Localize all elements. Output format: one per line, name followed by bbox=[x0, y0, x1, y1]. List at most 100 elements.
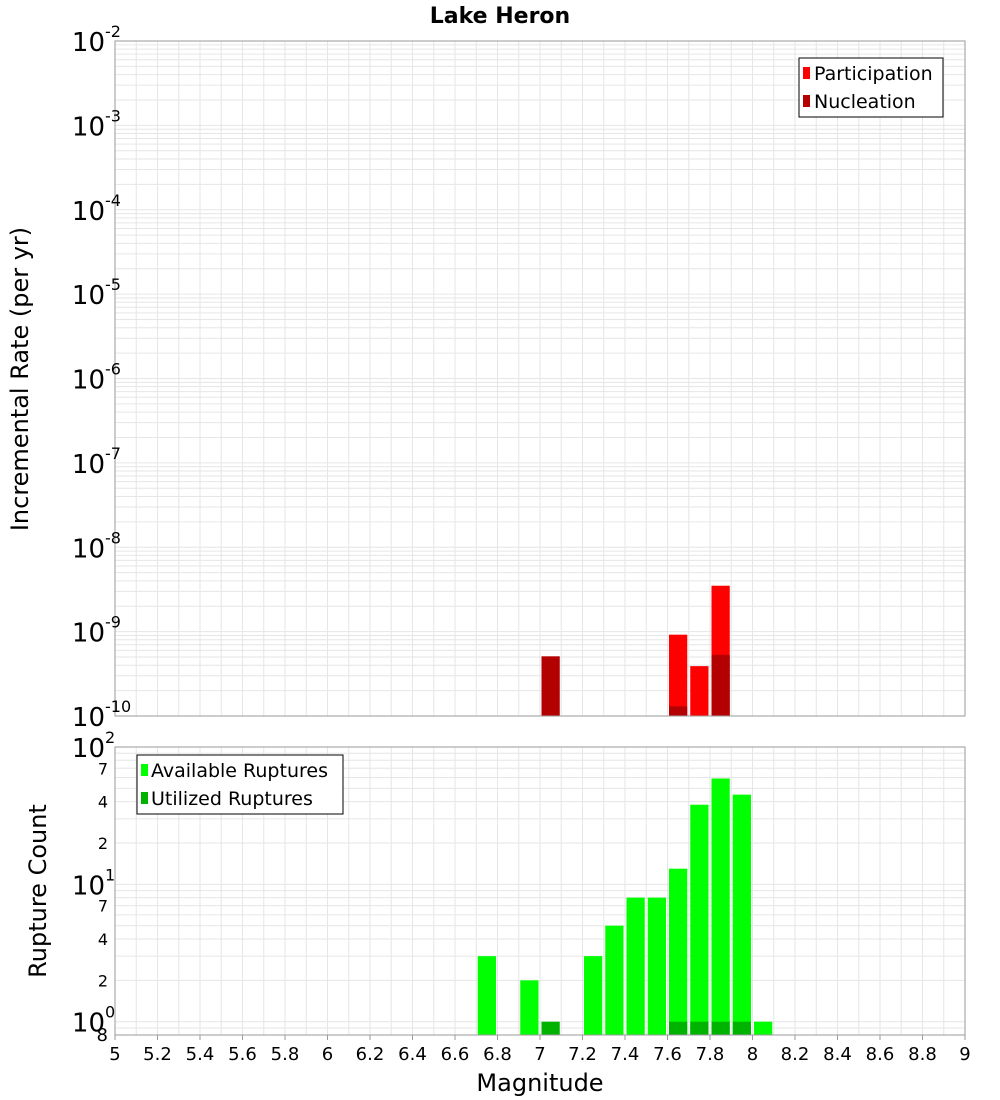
svg-text:0: 0 bbox=[105, 1003, 115, 1022]
x-tick-label: 7.4 bbox=[611, 1044, 640, 1065]
bottom-bar-available-ruptures bbox=[605, 925, 624, 1035]
svg-text:-9: -9 bbox=[105, 613, 121, 632]
x-tick-label: 6.6 bbox=[441, 1044, 470, 1065]
y-tick-label: 10 -8 bbox=[72, 528, 121, 564]
top-legend: Participation Nucleation bbox=[798, 57, 944, 118]
bottom-bar-utilized-ruptures bbox=[690, 1021, 709, 1035]
top-bar-nucleation bbox=[669, 706, 688, 716]
legend-nucleation-swatch bbox=[803, 95, 810, 107]
svg-text:10: 10 bbox=[72, 871, 105, 901]
chart-title: Lake Heron bbox=[430, 4, 570, 29]
svg-text:-7: -7 bbox=[105, 444, 121, 463]
top-bar-participation bbox=[690, 666, 709, 716]
x-tick-label: 7 bbox=[534, 1044, 545, 1065]
y-tick-label: 10 0 bbox=[72, 1003, 115, 1039]
y-tick-label: 10 1 bbox=[72, 865, 115, 901]
top-bar-participation bbox=[669, 634, 688, 716]
bottom-bar-utilized-ruptures bbox=[541, 1021, 560, 1035]
svg-text:-8: -8 bbox=[105, 528, 121, 547]
y-tick-label: 10 -2 bbox=[72, 22, 121, 58]
bottom-bar-available-ruptures bbox=[477, 956, 496, 1035]
y-minor-tick-label: 2 bbox=[98, 834, 108, 853]
y-tick-label: 10 -6 bbox=[72, 360, 121, 396]
x-tick-label: 7.2 bbox=[568, 1044, 597, 1065]
svg-text:10: 10 bbox=[72, 28, 105, 58]
legend-available-swatch bbox=[141, 764, 148, 776]
svg-text:10: 10 bbox=[72, 534, 105, 564]
x-tick-label: 5.4 bbox=[186, 1044, 215, 1065]
bottom-bar-available-ruptures bbox=[647, 897, 666, 1035]
svg-text:10: 10 bbox=[72, 1009, 105, 1039]
top-plot-area bbox=[114, 40, 966, 717]
top-bar-nucleation bbox=[541, 656, 560, 716]
bottom-bar-available-ruptures bbox=[584, 956, 603, 1035]
y-minor-tick-label: 7 bbox=[98, 897, 108, 916]
svg-text:10: 10 bbox=[72, 197, 105, 227]
y-minor-tick-label: 2 bbox=[98, 971, 108, 990]
legend-utilized-label: Utilized Ruptures bbox=[151, 788, 313, 810]
bottom-bar-utilized-ruptures bbox=[711, 1021, 730, 1035]
bottom-panel-bars bbox=[477, 778, 773, 1035]
bottom-bar-available-ruptures bbox=[711, 778, 730, 1035]
bottom-bar-utilized-ruptures bbox=[669, 1021, 688, 1035]
bottom-bar-utilized-ruptures bbox=[732, 1021, 751, 1035]
x-tick-label: 8 bbox=[747, 1044, 758, 1065]
top-bar-nucleation bbox=[711, 654, 730, 716]
y-tick-label: 10 -5 bbox=[72, 275, 121, 311]
svg-text:10: 10 bbox=[72, 281, 105, 311]
y-tick-label: 10 -7 bbox=[72, 444, 121, 480]
svg-text:1: 1 bbox=[105, 865, 115, 884]
svg-text:-4: -4 bbox=[105, 191, 121, 210]
x-axis: 5 5.2 5.4 5.6 5.8 6 6.2 6.4 6.6 6.8 7 7.2 7.4 7.6 7.8 8… bbox=[109, 1035, 971, 1065]
top-panel-bars bbox=[541, 585, 730, 716]
svg-text:10: 10 bbox=[72, 734, 105, 764]
svg-text:-5: -5 bbox=[105, 275, 121, 294]
x-tick-label: 7.8 bbox=[696, 1044, 725, 1065]
x-tick-label: 6.4 bbox=[398, 1044, 427, 1065]
bottom-legend: Available Ruptures Utilized Ruptures bbox=[136, 754, 344, 815]
bottom-bar-available-ruptures bbox=[754, 1021, 773, 1035]
y-tick-label: 10 -4 bbox=[72, 191, 121, 227]
y-minor-tick-label: 8 bbox=[97, 1025, 108, 1046]
legend-available-label: Available Ruptures bbox=[151, 760, 328, 782]
svg-text:2: 2 bbox=[105, 728, 115, 747]
x-tick-label: 8.8 bbox=[908, 1044, 937, 1065]
bottom-bar-available-ruptures bbox=[520, 980, 539, 1035]
legend-participation-label: Participation bbox=[814, 63, 933, 85]
legend-participation-swatch bbox=[803, 67, 810, 79]
legend-nucleation-label: Nucleation bbox=[814, 91, 916, 113]
bottom-bar-available-ruptures bbox=[690, 804, 709, 1035]
y-tick-label: 10 -9 bbox=[72, 613, 121, 649]
x-tick-label: 8.6 bbox=[866, 1044, 895, 1065]
y-tick-label: 10 -10 bbox=[72, 697, 131, 733]
svg-text:-3: -3 bbox=[105, 106, 121, 125]
x-tick-label: 5.6 bbox=[228, 1044, 257, 1065]
svg-text:10: 10 bbox=[72, 112, 105, 142]
svg-text:10: 10 bbox=[72, 366, 105, 396]
bottom-bar-available-ruptures bbox=[732, 794, 751, 1035]
x-tick-label: 6.2 bbox=[356, 1044, 385, 1065]
x-tick-label: 5 bbox=[109, 1044, 120, 1065]
bottom-bar-available-ruptures bbox=[669, 868, 688, 1035]
y-minor-tick-label: 7 bbox=[98, 759, 108, 778]
y-tick-label: 10 -3 bbox=[72, 106, 121, 142]
x-tick-label: 6.8 bbox=[483, 1044, 512, 1065]
x-tick-label: 9 bbox=[959, 1044, 970, 1065]
y-tick-label: 10 2 bbox=[72, 728, 115, 764]
x-axis-label: Magnitude bbox=[476, 1069, 603, 1097]
y-minor-tick-label: 4 bbox=[98, 793, 108, 812]
x-tick-label: 5.8 bbox=[271, 1044, 300, 1065]
svg-text:-6: -6 bbox=[105, 360, 121, 379]
x-tick-label: 8.2 bbox=[781, 1044, 810, 1065]
bottom-y-axis-label: Rupture Count bbox=[24, 804, 52, 978]
svg-text:-2: -2 bbox=[105, 22, 121, 41]
svg-text:10: 10 bbox=[72, 450, 105, 480]
top-y-axis-label: Incremental Rate (per yr) bbox=[6, 227, 34, 531]
y-minor-tick-label: 4 bbox=[98, 930, 108, 949]
legend-utilized-swatch bbox=[141, 792, 148, 804]
x-tick-label: 6 bbox=[322, 1044, 333, 1065]
svg-text:10: 10 bbox=[72, 703, 105, 733]
